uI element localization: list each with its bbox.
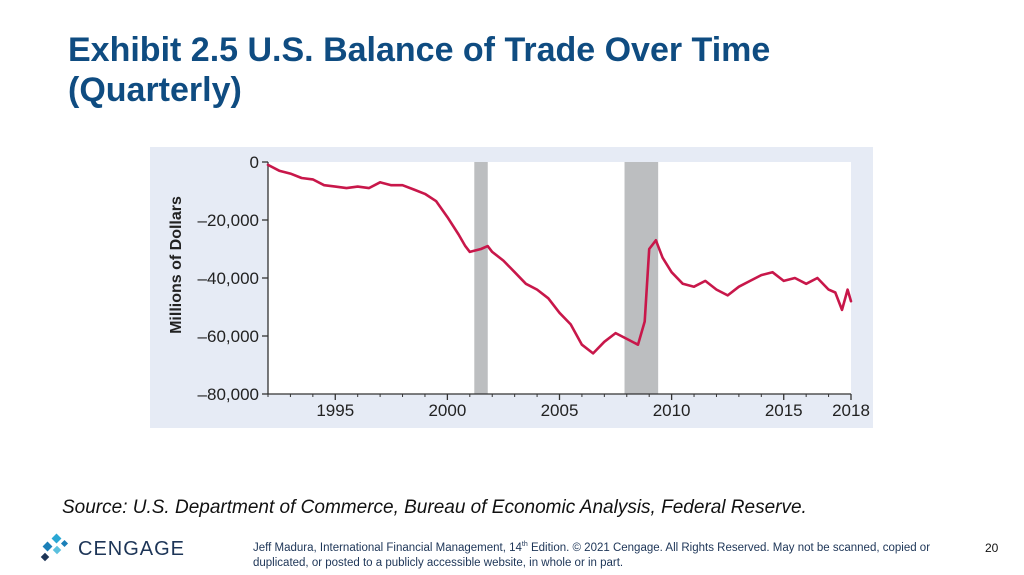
- x-tick-label: 2018: [832, 401, 870, 420]
- trade-balance-chart: 0 –20,000 –40,000 –60,000 –80,000 1995 2000 200…: [150, 147, 873, 428]
- slide-title-line2: (Quarterly): [68, 71, 242, 109]
- x-tick-label: 1995: [316, 401, 354, 420]
- x-tick-label: 2000: [428, 401, 466, 420]
- cengage-logo: CENGAGE: [40, 533, 185, 565]
- series-layer: [266, 163, 853, 355]
- plot-background: [268, 162, 851, 394]
- plot-area: [268, 162, 851, 394]
- source-note: Source: U.S. Department of Commerce, Bur…: [62, 497, 807, 518]
- trade-balance-line: [266, 163, 853, 355]
- footer-copyright: Jeff Madura, International Financial Man…: [253, 537, 973, 571]
- chart-svg: 0 –20,000 –40,000 –60,000 –80,000 1995 2000 200…: [150, 147, 873, 428]
- y-tick-label: –20,000: [198, 211, 259, 230]
- recession-band-1: [474, 162, 488, 394]
- x-tick-label: 2005: [541, 401, 579, 420]
- axes: 0 –20,000 –40,000 –60,000 –80,000 1995 2000 200…: [198, 153, 870, 420]
- footer-author: Jeff Madura, International Financial Man…: [253, 541, 522, 554]
- footer-rights: Edition. © 2021 Cengage. All Rights Rese…: [253, 541, 931, 569]
- recession-shading: [474, 162, 659, 394]
- y-tick-label: –40,000: [198, 269, 259, 288]
- footer-edition-sup: th: [521, 541, 528, 548]
- slide-title: Exhibit 2.5 U.S. Balance of Trade Over T…: [68, 30, 928, 110]
- y-tick-label: –80,000: [198, 385, 259, 404]
- x-tick-label: 2010: [653, 401, 691, 420]
- page-number: 20: [985, 541, 999, 555]
- slide-title-line1: Exhibit 2.5 U.S. Balance of Trade Over T…: [68, 31, 771, 69]
- y-tick-label: 0: [250, 153, 259, 172]
- cengage-logo-text: CENGAGE: [78, 537, 186, 560]
- y-tick-label: –60,000: [198, 327, 259, 346]
- recession-band-2: [624, 162, 659, 394]
- cengage-logo-mark-icon: [40, 533, 69, 562]
- y-axis-label: Millions of Dollars: [168, 196, 185, 334]
- x-tick-label: 2015: [765, 401, 803, 420]
